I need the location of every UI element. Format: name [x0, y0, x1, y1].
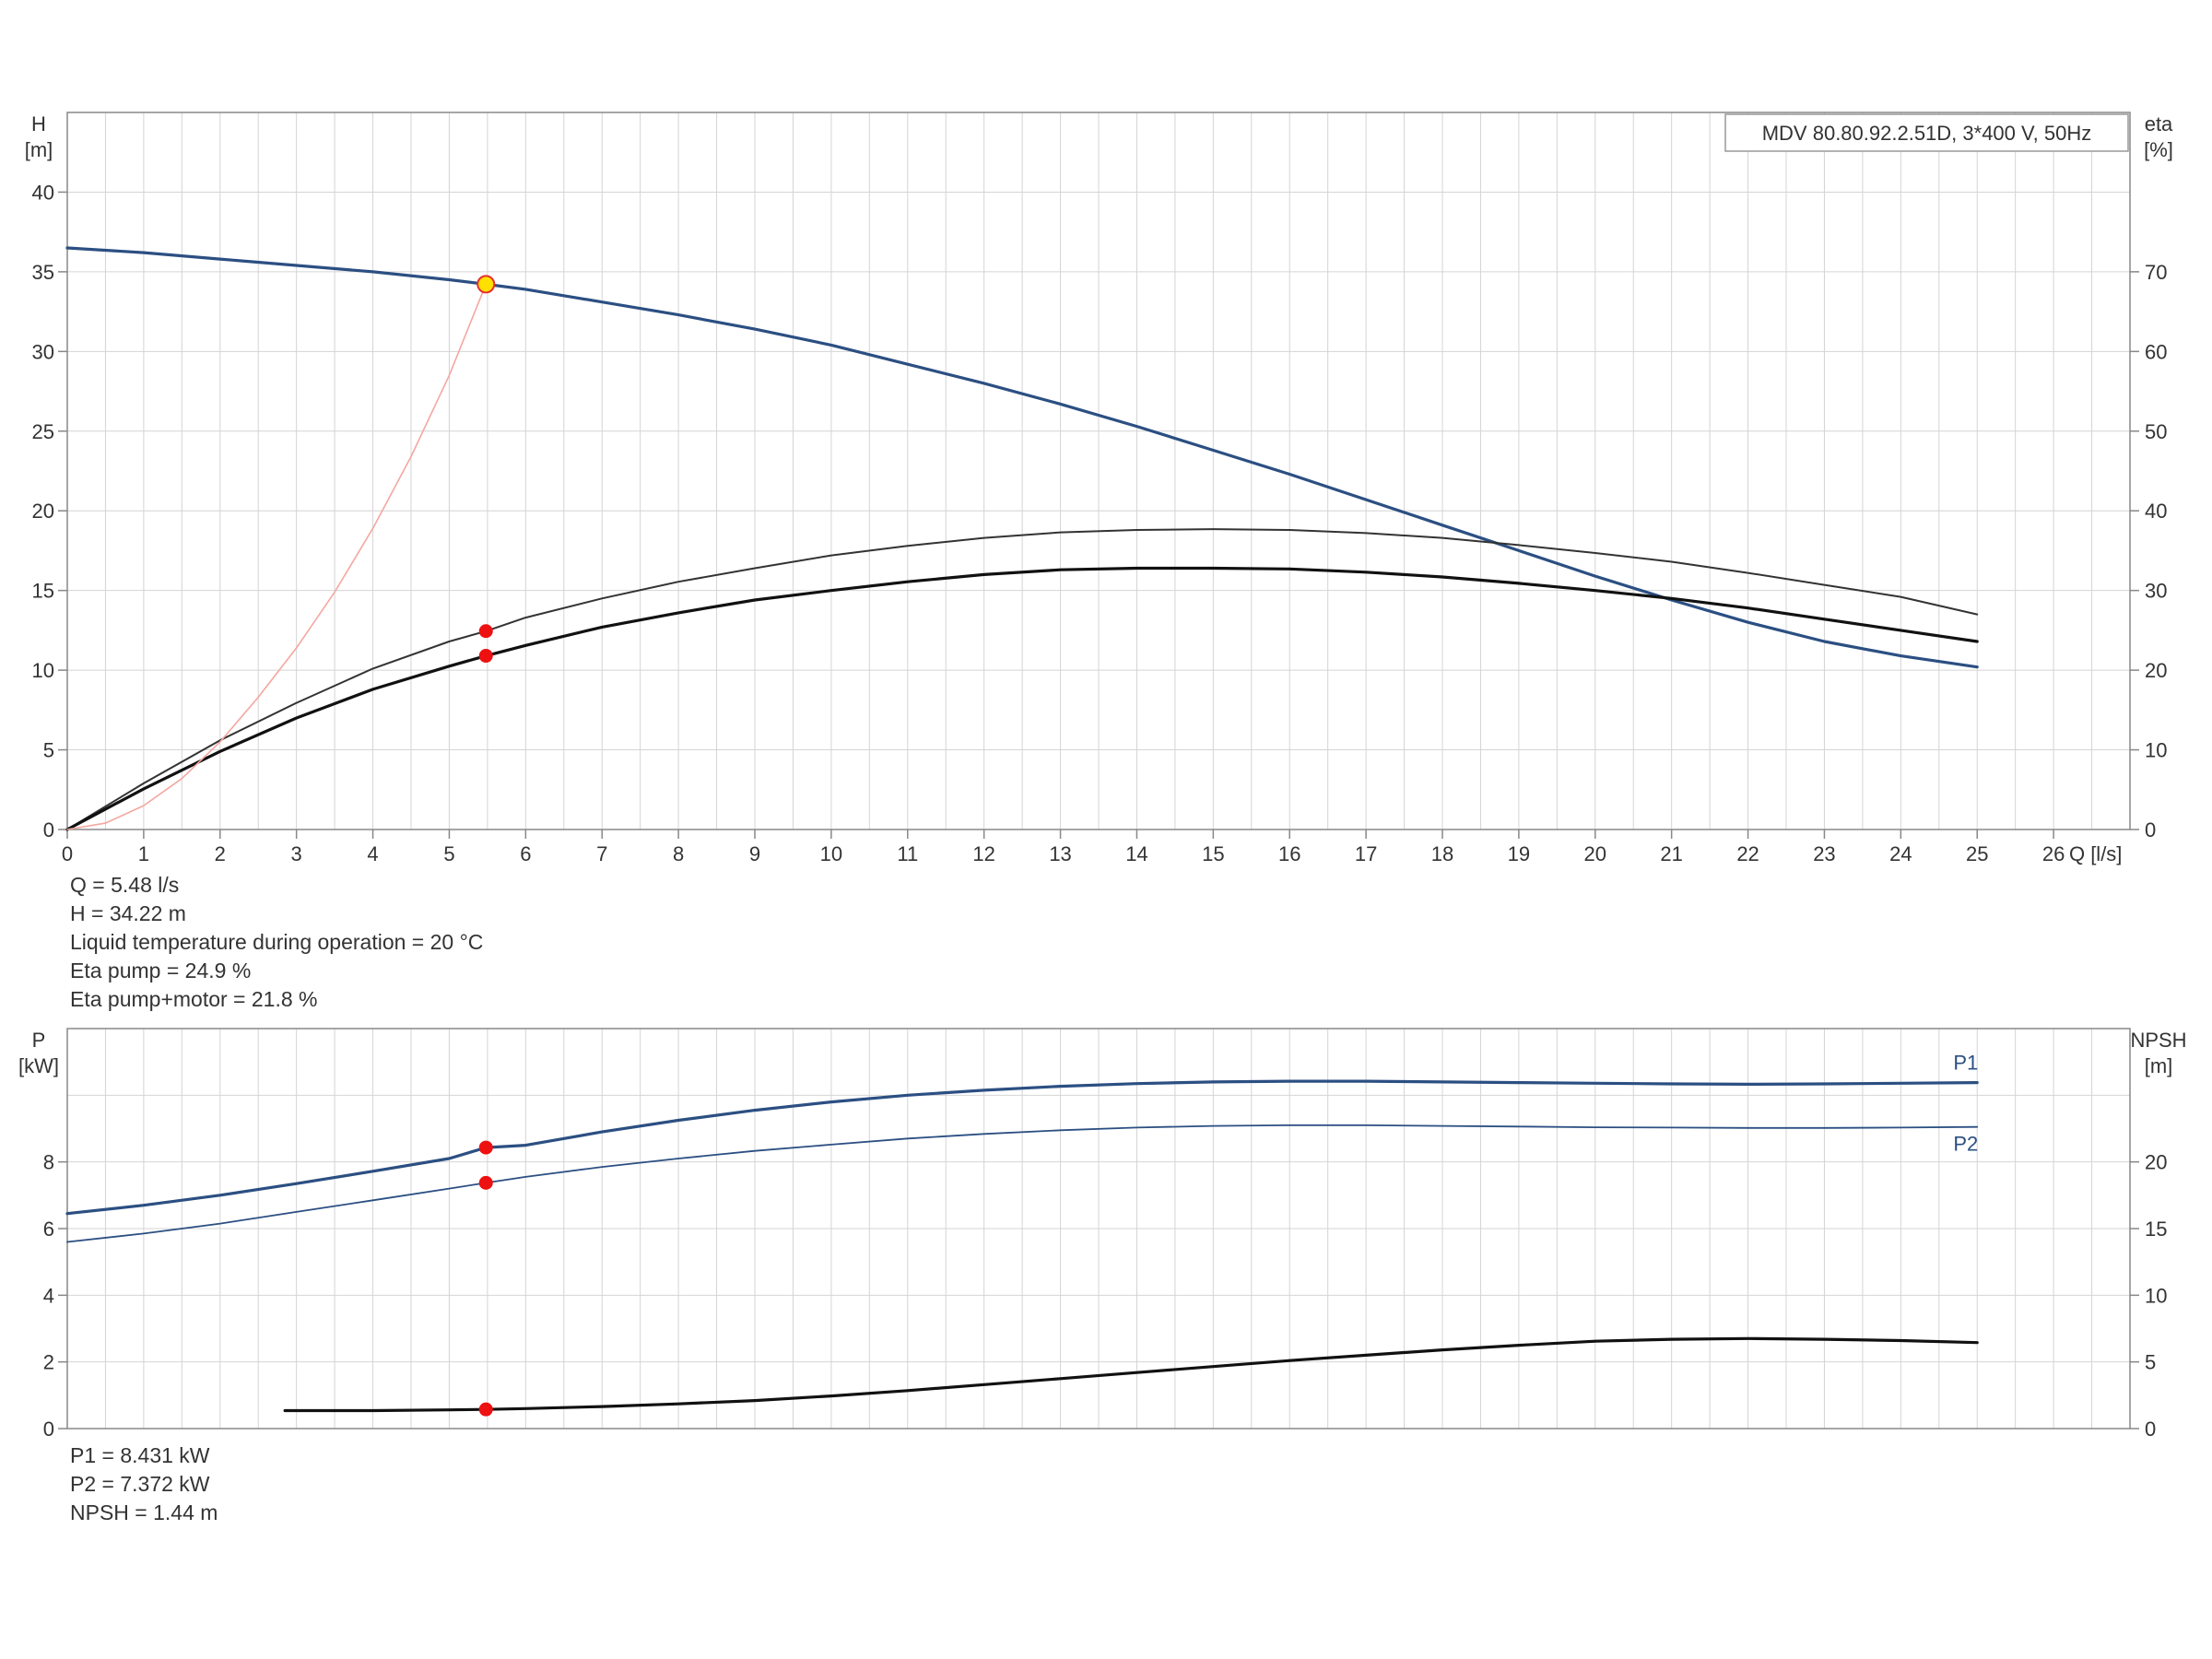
power-chart-series-P2 [66, 1124, 1979, 1243]
head-chart-series-eta-pump-motor [65, 566, 1979, 831]
info-npsh: NPSH = 1.44 m [70, 1500, 218, 1524]
info-p2: P2 = 7.372 kW [70, 1472, 210, 1496]
power-chart-right-tick-label: 15 [2145, 1218, 2167, 1241]
head-chart-right-tick-label: 40 [2145, 500, 2167, 523]
model-title: MDV 80.80.92.2.51D, 3*400 V, 50Hz [1762, 122, 2092, 145]
head-chart-series-system [66, 283, 488, 830]
head-chart-right-axis-title: eta [2145, 112, 2173, 135]
operating-point-info: Q = 5.48 l/s H = 34.22 m Liquid temperat… [70, 871, 483, 1014]
head-chart-left-axis-unit: [m] [25, 138, 53, 161]
head-chart-right-tick-label: 30 [2145, 580, 2167, 603]
power-info: P1 = 8.431 kW P2 = 7.372 kW NPSH = 1.44 … [70, 1441, 218, 1527]
head-chart-right-axis-unit: [%] [2144, 138, 2173, 161]
power-chart-marker-2 [478, 1402, 493, 1417]
head-chart-x-tick-label: 6 [520, 842, 531, 865]
eta-pump-motor-marker [478, 649, 493, 664]
head-chart-left-tick-label: 0 [43, 818, 54, 841]
head-chart-right-tick-label: 20 [2145, 659, 2167, 682]
head-chart-right-tick-label: 0 [2145, 818, 2156, 841]
info-flow: Q = 5.48 l/s [70, 873, 180, 897]
power-chart-right-tick-label: 20 [2145, 1151, 2167, 1174]
head-chart-x-tick-label: 20 [1584, 842, 1606, 865]
head-chart-x-axis-title: Q [l/s] [2069, 842, 2122, 865]
model-title-box [1724, 113, 2129, 152]
info-eta-pump: Eta pump = 24.9 % [70, 959, 252, 982]
head-chart-left-tick-label: 30 [32, 340, 54, 363]
head-chart-x-tick-label: 17 [1355, 842, 1377, 865]
head-chart-x-tick-label: 15 [1202, 842, 1224, 865]
head-chart-x-tick-label: 7 [596, 842, 607, 865]
head-chart-x-tick-label: 13 [1049, 842, 1071, 865]
head-chart-x-tick-label: 5 [443, 842, 454, 865]
head-chart-left-tick-label: 25 [32, 420, 54, 443]
head-chart-x-tick-label: 25 [1966, 842, 1988, 865]
power-chart-left-axis-unit: [kW] [18, 1054, 59, 1077]
head-chart-x-tick-label: 3 [291, 842, 302, 865]
power-chart-left-tick-label: 8 [43, 1151, 54, 1174]
info-p1: P1 = 8.431 kW [70, 1443, 210, 1467]
power-chart-left-tick-label: 6 [43, 1218, 54, 1241]
power-chart-right-tick-label: 0 [2145, 1418, 2156, 1441]
power-chart-label-P2: P2 [1953, 1133, 1978, 1156]
head-chart-x-tick-label: 14 [1125, 842, 1147, 865]
head-chart-left-tick-label: 20 [32, 500, 54, 523]
head-chart-x-tick-label: 18 [1431, 842, 1453, 865]
head-chart-x-tick-label: 0 [62, 842, 73, 865]
head-chart-x-tick-label: 2 [215, 842, 226, 865]
head-chart-x-tick-label: 9 [749, 842, 760, 865]
head-chart-x-tick-label: 21 [1660, 842, 1682, 865]
head-chart-x-tick-label: 19 [1508, 842, 1530, 865]
head-chart-x-tick-label: 8 [673, 842, 684, 865]
head-chart-frame [66, 112, 2131, 830]
head-chart-right-tick-label: 60 [2145, 340, 2167, 363]
head-chart-left-tick-label: 40 [32, 181, 54, 204]
head-chart-x-tick-label: 23 [1813, 842, 1835, 865]
info-eta-pump-motor: Eta pump+motor = 21.8 % [70, 987, 318, 1011]
power-chart-series-P1 [65, 1079, 1979, 1216]
head-chart-right-tick-label: 10 [2145, 739, 2167, 762]
power-chart-marker-0 [478, 1140, 493, 1155]
head-chart-left-tick-label: 15 [32, 580, 54, 603]
head-chart-left-tick-label: 35 [32, 261, 54, 284]
eta-pump-marker [478, 624, 493, 639]
power-chart-right-tick-label: 10 [2145, 1284, 2167, 1307]
power-chart-series-NPSH [283, 1336, 1979, 1413]
head-chart-x-tick-label: 12 [972, 842, 994, 865]
head-chart-left-axis-title: H [31, 112, 46, 135]
power-chart-marker-1 [478, 1175, 493, 1190]
power-chart-left-tick-label: 2 [43, 1351, 54, 1374]
head-chart-series-eta-pump [66, 528, 1979, 830]
info-liquid-temperature: Liquid temperature during operation = 20… [70, 930, 484, 954]
head-chart-x-tick-label: 1 [138, 842, 149, 865]
head-chart-series-head [65, 246, 1979, 669]
head-chart-x-tick-label: 22 [1736, 842, 1759, 865]
head-chart-right-tick-label: 70 [2145, 261, 2167, 284]
power-chart-label-P1: P1 [1953, 1052, 1978, 1075]
power-chart-left-tick-label: 0 [43, 1418, 54, 1441]
head-chart-right-tick-label: 50 [2145, 420, 2167, 443]
operating-point-marker [477, 275, 496, 294]
power-chart-right-axis-unit: [m] [2145, 1054, 2173, 1077]
head-chart-x-tick-label: 16 [1278, 842, 1300, 865]
head-chart-x-tick-label: 4 [367, 842, 378, 865]
power-chart-left-tick-label: 4 [43, 1284, 54, 1307]
head-chart-left-tick-label: 10 [32, 659, 54, 682]
power-chart-right-tick-label: 5 [2145, 1351, 2156, 1374]
power-chart-left-axis-title: P [32, 1029, 46, 1052]
info-head: H = 34.22 m [70, 901, 186, 925]
power-chart-right-axis-title: NPSH [2130, 1029, 2186, 1052]
head-chart-x-tick-label: 24 [1889, 842, 1912, 865]
head-chart-left-tick-label: 5 [43, 739, 54, 762]
head-chart-x-tick-label: 26 [2042, 842, 2065, 865]
head-chart-x-tick-label: 11 [897, 842, 918, 865]
head-chart-x-tick-label: 10 [820, 842, 842, 865]
